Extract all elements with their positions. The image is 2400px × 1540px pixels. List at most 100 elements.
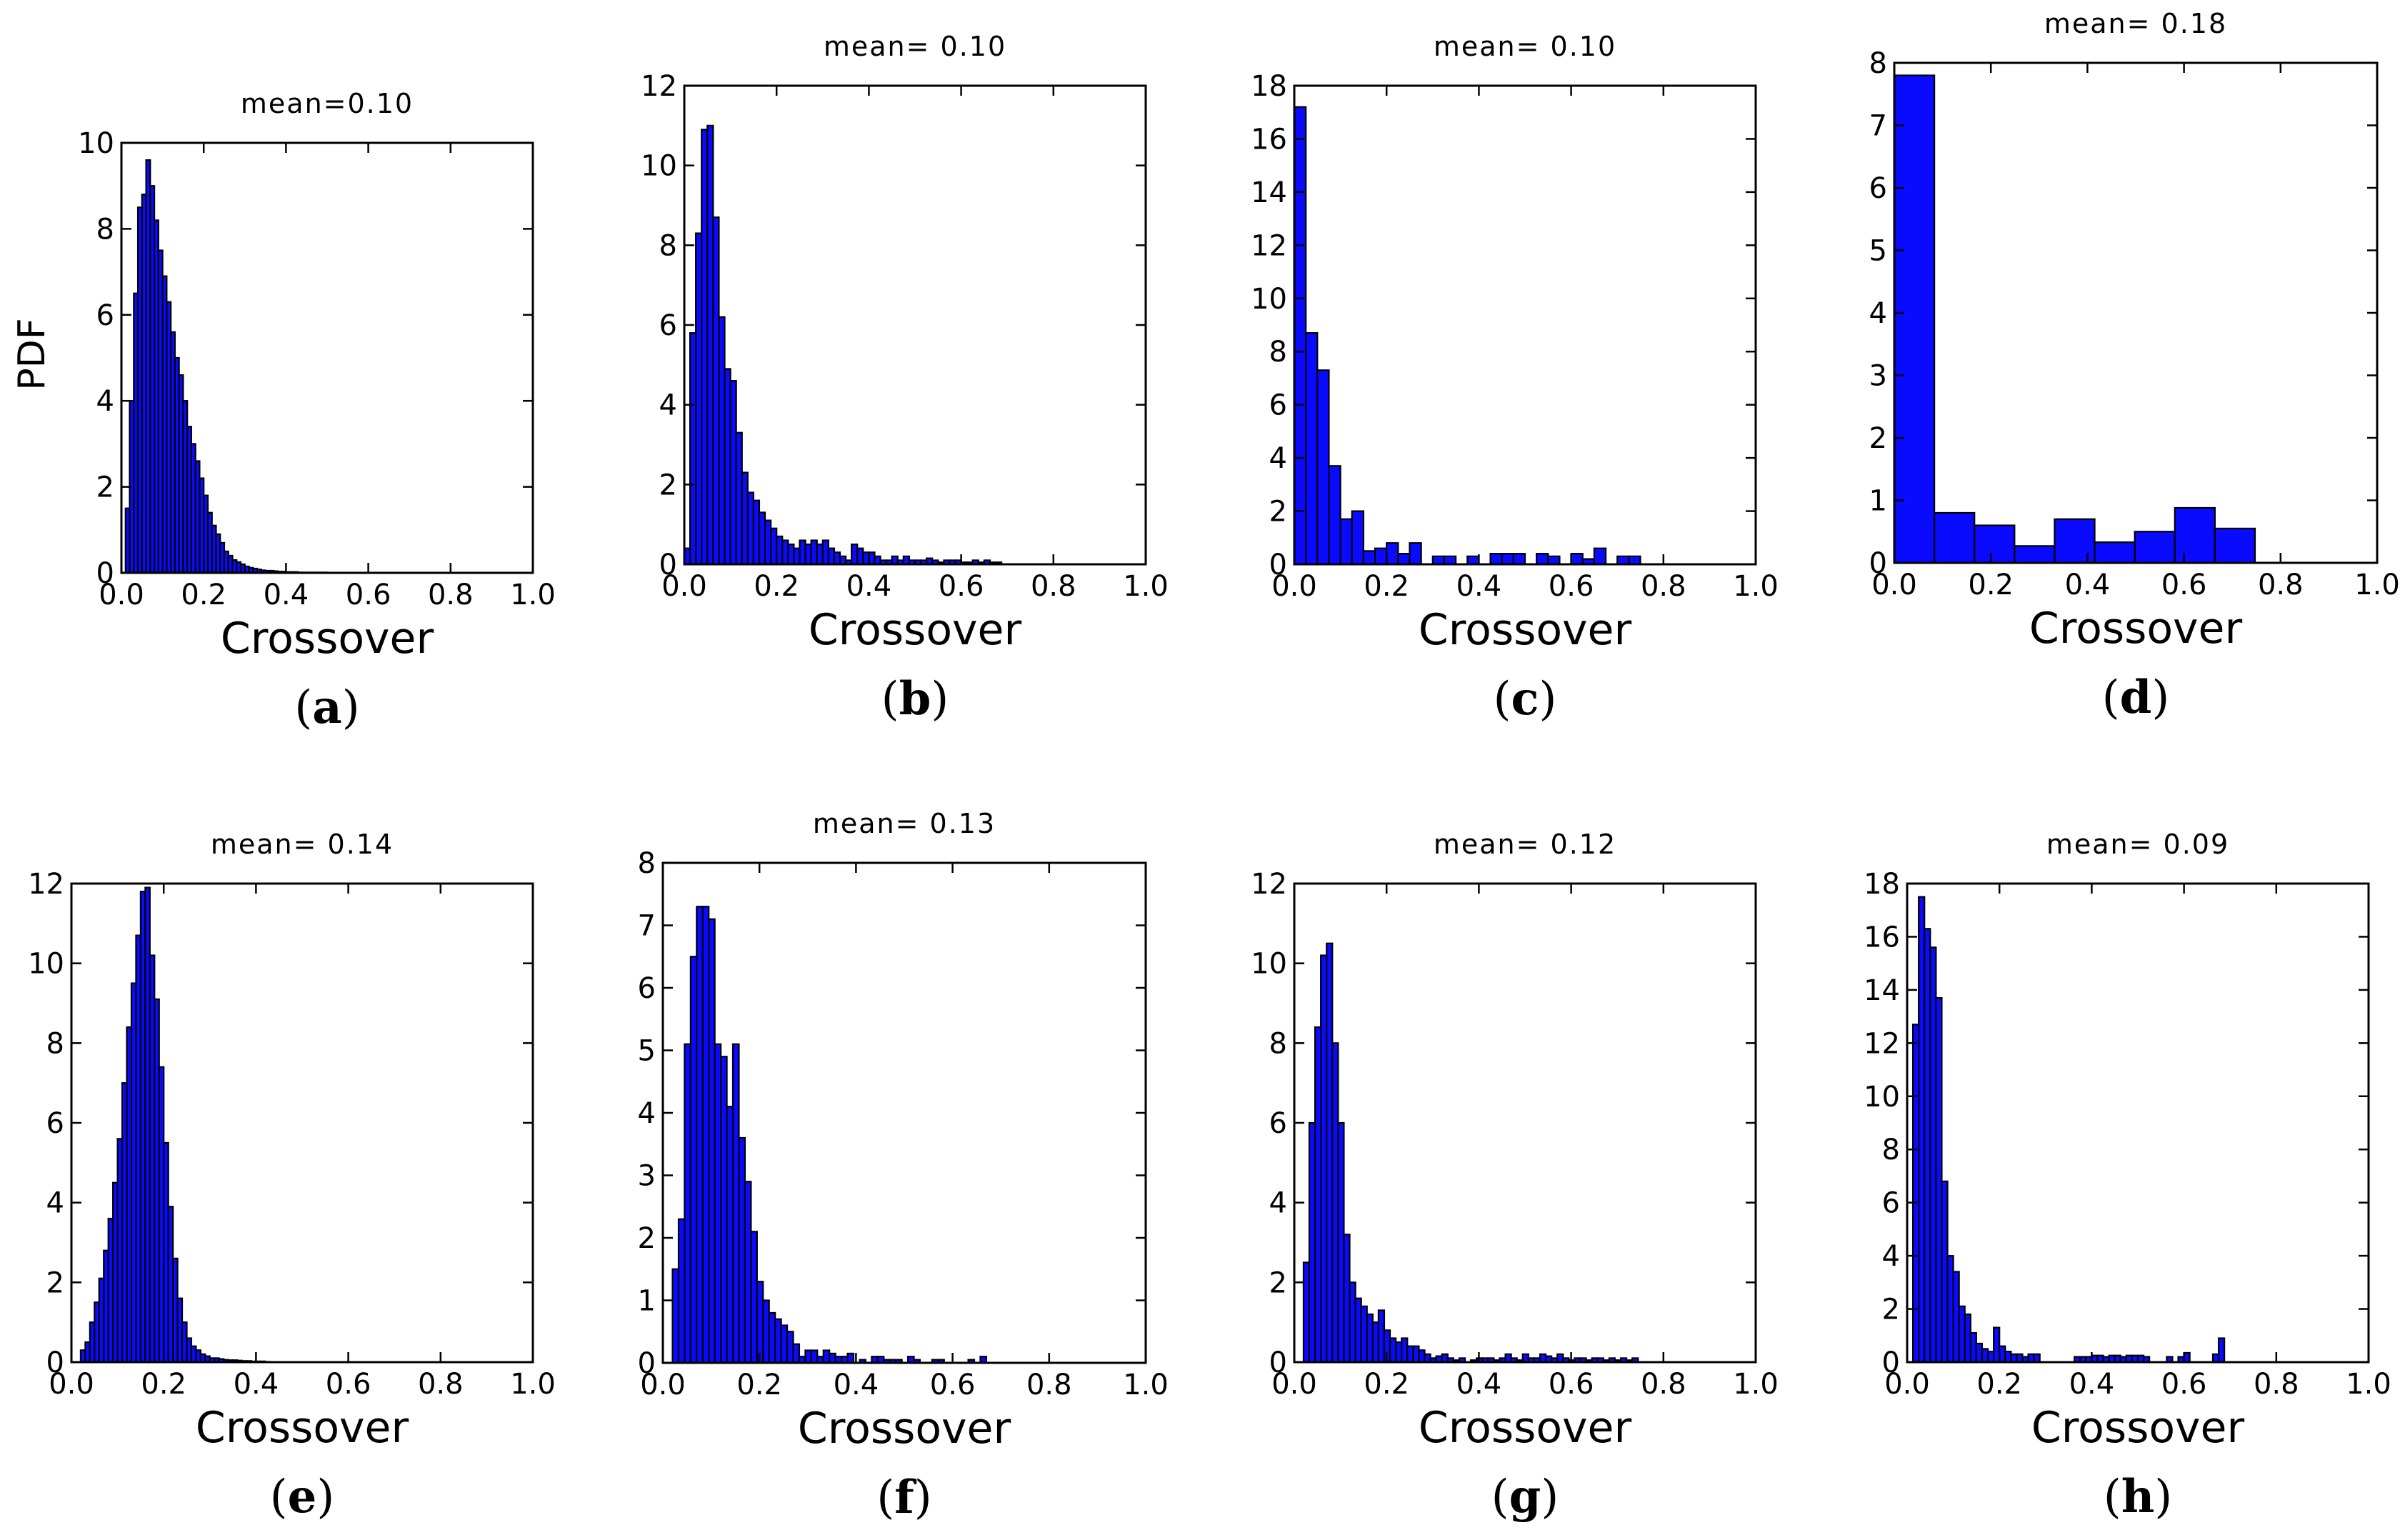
xtick-label-b-4: 0.8 bbox=[1031, 570, 1076, 603]
xtick-label-e-5: 1.0 bbox=[510, 1368, 556, 1401]
xtick-label-b-1: 0.2 bbox=[754, 570, 799, 603]
bar-c-5 bbox=[1351, 510, 1364, 566]
bar-b-23 bbox=[816, 543, 824, 566]
bar-h-17 bbox=[2004, 1351, 2012, 1364]
bar-h-18 bbox=[2010, 1353, 2018, 1364]
bar-g-3 bbox=[1320, 954, 1328, 1364]
chart-title-f: mean= 0.13 bbox=[813, 808, 996, 839]
bar-d-0 bbox=[1893, 74, 1936, 564]
chart-title-d: mean= 0.18 bbox=[2044, 8, 2227, 39]
bar-f-17 bbox=[774, 1318, 782, 1364]
bar-b-20 bbox=[799, 539, 806, 566]
bar-h-1 bbox=[1911, 1024, 1920, 1364]
bar-g-44 bbox=[1556, 1353, 1564, 1364]
bar-d-7 bbox=[2174, 506, 2216, 564]
bar-h-53 bbox=[2211, 1353, 2220, 1364]
panel-label-f: (f) bbox=[876, 1471, 931, 1524]
chart-g: 0.0 0.2 0.4 0.6 0.8 1.0 0 2 4 6 8 10 12 mean= 0.12 Cro… bbox=[1251, 829, 1779, 1524]
bar-f-2 bbox=[684, 1043, 691, 1364]
bar-g-0 bbox=[1302, 1261, 1311, 1364]
bars-c bbox=[1293, 106, 1641, 566]
chart-b: 0.0 0.2 0.4 0.6 0.8 1.0 0 2 4 6 8 10 12 mean= 0.10 Cro… bbox=[641, 31, 1169, 726]
xtick-label-c-4: 0.8 bbox=[1641, 570, 1686, 603]
xtick-label-e-0: 0.0 bbox=[49, 1368, 94, 1401]
ytick-label-g-1: 2 bbox=[1269, 1266, 1287, 1299]
ytick-label-f-2: 2 bbox=[638, 1222, 656, 1255]
bar-h-2 bbox=[1918, 896, 1926, 1364]
chart-a: 0.0 0.2 0.4 0.6 0.8 1.0 0 2 4 6 8 10 mean=0.10 Crosso… bbox=[78, 88, 556, 734]
bar-c-2 bbox=[1316, 369, 1330, 566]
bar-c-3 bbox=[1328, 465, 1341, 566]
bar-f-23 bbox=[810, 1349, 819, 1364]
chart-title-b: mean= 0.10 bbox=[824, 31, 1006, 62]
ytick-label-d-2: 2 bbox=[1869, 422, 1887, 455]
bar-c-7 bbox=[1374, 547, 1388, 566]
bar-c-22 bbox=[1547, 555, 1561, 566]
xtick-label-g-4: 0.8 bbox=[1641, 1368, 1686, 1401]
xlabel-c: Crossover bbox=[1419, 605, 1632, 655]
ytick-label-c-7: 14 bbox=[1251, 176, 1287, 209]
xtick-label-g-1: 0.2 bbox=[1364, 1368, 1409, 1401]
bar-f-4 bbox=[696, 906, 704, 1364]
ytick-label-d-0: 0 bbox=[1869, 547, 1887, 580]
bar-d-8 bbox=[2214, 527, 2256, 564]
ytick-label-b-0: 0 bbox=[659, 549, 677, 581]
xtick-label-a-4: 0.8 bbox=[428, 579, 474, 611]
bar-b-5 bbox=[712, 216, 720, 566]
panel-label-d: (d) bbox=[2102, 671, 2170, 724]
bar-c-8 bbox=[1386, 542, 1399, 566]
bar-g-5 bbox=[1331, 1042, 1339, 1364]
bar-g-24 bbox=[1441, 1353, 1449, 1364]
bar-b-25 bbox=[827, 547, 836, 566]
bars-d bbox=[1893, 74, 2256, 564]
bar-f-16 bbox=[768, 1311, 776, 1364]
bar-b-9 bbox=[735, 431, 743, 566]
xtick-label-e-2: 0.4 bbox=[234, 1368, 279, 1401]
ytick-label-f-3: 3 bbox=[638, 1160, 656, 1193]
bar-g-6 bbox=[1337, 1121, 1345, 1364]
bar-h-10 bbox=[1964, 1313, 1971, 1364]
bar-h-8 bbox=[1952, 1271, 1960, 1364]
bar-c-4 bbox=[1339, 518, 1353, 566]
xtick-label-c-3: 0.6 bbox=[1549, 570, 1594, 603]
bar-g-17 bbox=[1401, 1337, 1409, 1364]
bar-f-15 bbox=[762, 1299, 770, 1364]
bar-b-14 bbox=[764, 519, 772, 566]
bar-h-22 bbox=[2033, 1353, 2041, 1364]
ytick-label-e-3: 6 bbox=[46, 1107, 64, 1140]
bar-h-19 bbox=[2016, 1353, 2024, 1364]
axes-frame-g bbox=[1293, 882, 1757, 1364]
bar-b-12 bbox=[752, 499, 761, 566]
bar-c-19 bbox=[1512, 553, 1526, 566]
chart-d: 0.0 0.2 0.4 0.6 0.8 1.0 0 1 2 3 4 5 6 7 8 mean= 0.18 Cro… bbox=[1869, 8, 2400, 724]
bar-f-18 bbox=[780, 1324, 789, 1364]
bar-b-7 bbox=[724, 368, 731, 566]
shared-ylabel: PDF bbox=[11, 318, 54, 390]
bar-g-1 bbox=[1308, 1121, 1316, 1364]
axes-frame-d bbox=[1893, 61, 2379, 564]
xtick-label-h-5: 1.0 bbox=[2346, 1368, 2391, 1401]
bar-g-16 bbox=[1395, 1341, 1403, 1364]
chart-title-g: mean= 0.12 bbox=[1434, 829, 1616, 860]
ytick-label-f-0: 0 bbox=[638, 1347, 656, 1380]
ytick-label-g-4: 8 bbox=[1269, 1027, 1287, 1060]
bar-f-1 bbox=[677, 1218, 686, 1364]
ytick-label-h-7: 14 bbox=[1864, 974, 1900, 1007]
xtick-label-f-2: 0.4 bbox=[834, 1369, 879, 1401]
xtick-label-e-3: 0.6 bbox=[326, 1368, 371, 1401]
chart-e: 0.0 0.2 0.4 0.6 0.8 1.0 0 2 4 6 8 10 12 mean= 0.14 Cro… bbox=[28, 829, 556, 1524]
bar-g-2 bbox=[1314, 1026, 1322, 1364]
bar-f-9 bbox=[726, 1106, 734, 1364]
xtick-label-a-5: 1.0 bbox=[510, 579, 556, 611]
bar-g-11 bbox=[1366, 1313, 1374, 1364]
chart-title-e: mean= 0.14 bbox=[211, 829, 394, 860]
bar-g-12 bbox=[1371, 1321, 1379, 1364]
xtick-label-h-2: 0.4 bbox=[2069, 1368, 2115, 1401]
bar-h-6 bbox=[1941, 1180, 1949, 1364]
xtick-label-c-2: 0.4 bbox=[1456, 570, 1502, 603]
ytick-label-h-2: 4 bbox=[1882, 1240, 1900, 1273]
ytick-label-d-1: 1 bbox=[1869, 485, 1887, 518]
bar-g-19 bbox=[1412, 1345, 1420, 1364]
bars-b bbox=[683, 124, 1003, 566]
bar-c-15 bbox=[1466, 555, 1480, 566]
